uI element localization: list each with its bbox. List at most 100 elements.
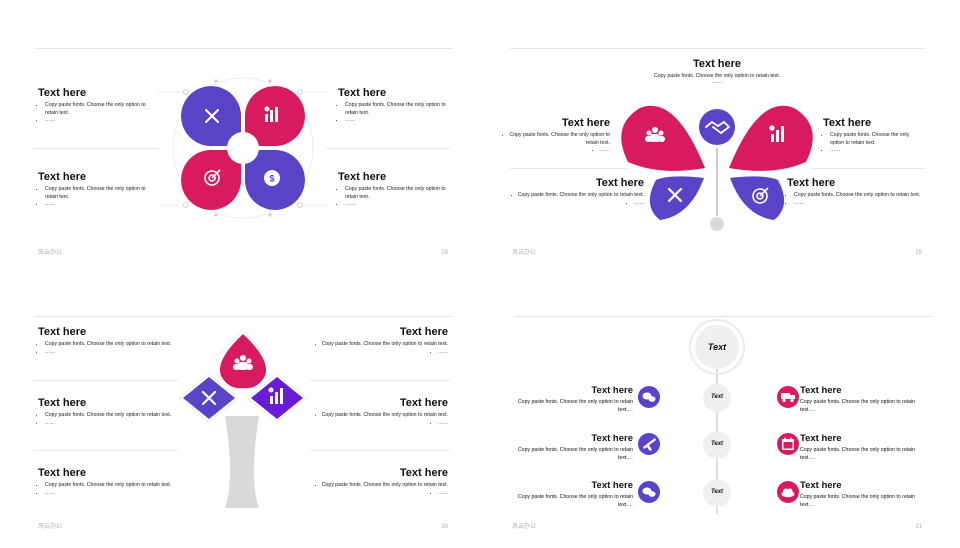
text-block: Text here Copy paste fonts. Choose the o…: [510, 385, 633, 414]
text-block: Text here Copy paste fonts. Choose the o…: [800, 480, 926, 509]
calendar-icon: [782, 437, 794, 450]
wing-top-right: [729, 105, 813, 171]
team-icon: [645, 127, 665, 142]
page-number: 31: [915, 524, 922, 530]
chat-icon: [642, 487, 656, 497]
block-title: Text here: [38, 87, 87, 99]
block-more: ……: [498, 200, 644, 208]
block-title: Text here: [823, 117, 872, 129]
block-more: ……: [45, 349, 178, 357]
block-body: Copy paste fonts. Choose the only option…: [517, 494, 633, 508]
subtitle-more: ……: [711, 79, 723, 85]
footer-brand: 风云办公: [38, 524, 63, 530]
block-more: ……: [45, 490, 178, 498]
block-title: Text here: [595, 177, 644, 189]
plane-icon: [643, 438, 656, 451]
block-body: Copy paste fonts. Choose the only option…: [45, 412, 178, 420]
block-body: Copy paste fonts. Choose the only option…: [308, 482, 448, 490]
separator: [34, 450, 178, 451]
timeline-spine: [689, 319, 745, 514]
block-more: ……: [308, 420, 448, 428]
timeline-node-label: Text: [710, 394, 724, 400]
svg-text:$: $: [269, 174, 274, 184]
footer-brand: 风云办公: [38, 250, 63, 256]
block-body: Copy paste fonts. Choose the only option…: [498, 192, 644, 200]
slide-30: Text here Copy paste fonts. Choose the o…: [0, 274, 480, 548]
target-icon: [752, 187, 769, 204]
block-title: Text here: [787, 177, 836, 189]
text-block: Text here Copy paste fonts. Choose the o…: [498, 117, 610, 155]
timeline-node-label: Text: [710, 489, 724, 495]
footer-brand: 风云办公: [512, 524, 537, 530]
center-label: Text: [707, 342, 727, 352]
block-body: Copy paste fonts. Choose the only option…: [45, 341, 178, 349]
drop-top: [219, 334, 267, 389]
chart-growth-icon: [769, 125, 784, 142]
block-body: Copy paste fonts. Choose the only option…: [800, 399, 916, 413]
page-subtitle: Copy paste fonts. Choose the only option…: [653, 73, 781, 79]
block-body: Copy paste fonts. Choose the only option…: [308, 341, 448, 349]
top-rule: [514, 316, 932, 317]
text-block: Text here Copy paste fonts. Choose the o…: [510, 433, 633, 462]
petal-bottom-left: [181, 149, 242, 210]
separator: [310, 380, 450, 381]
text-block: Text here Copy paste fonts. Choose the o…: [823, 117, 923, 155]
slide-28: Text here Copy paste fonts. Choose the o…: [0, 0, 480, 274]
block-more: ……: [308, 349, 448, 357]
page-number: 30: [441, 524, 448, 530]
block-body: Copy paste fonts. Choose the only option…: [794, 192, 923, 200]
butterfly-diagram: [621, 105, 813, 231]
block-title: Text here: [591, 385, 633, 396]
block-more: ……: [498, 147, 610, 155]
block-more: ……: [45, 117, 150, 125]
chat-icon: [642, 392, 656, 402]
block-title: Text here: [338, 171, 387, 183]
cloud-icon: [781, 488, 795, 498]
block-title: Text here: [591, 480, 633, 491]
text-block: Text here Copy paste fonts. Choose the o…: [338, 87, 450, 125]
block-body: Copy paste fonts. Choose the only option…: [45, 102, 150, 117]
text-block: Text here Copy paste fonts. Choose the o…: [38, 87, 150, 125]
block-title: Text here: [38, 171, 87, 183]
target-icon: [204, 169, 221, 186]
petal-top-right: [244, 86, 305, 147]
text-block: Text here Copy paste fonts. Choose the o…: [308, 467, 448, 497]
chart-growth-icon: [268, 387, 283, 404]
block-title: Text here: [399, 326, 448, 338]
tools-icon: [205, 109, 219, 123]
block-body: Copy paste fonts. Choose the only option…: [345, 102, 450, 117]
text-block: Text here Copy paste fonts. Choose the o…: [787, 177, 923, 207]
block-title: Text here: [591, 433, 633, 444]
block-title: Text here: [561, 117, 610, 129]
four-petal-diagram: $: [158, 77, 328, 219]
block-body: Copy paste fonts. Choose the only option…: [308, 412, 448, 420]
top-rule: [510, 48, 926, 49]
block-title: Text here: [399, 397, 448, 409]
header: Text here Copy paste fonts. Choose the o…: [480, 58, 954, 85]
right-icon-column: [777, 386, 799, 503]
separator: [510, 168, 630, 169]
text-block: Text here Copy paste fonts. Choose the o…: [38, 326, 178, 356]
block-title: Text here: [800, 433, 842, 444]
block-title: Text here: [338, 87, 387, 99]
tools-icon: [667, 187, 683, 203]
page-title: Text here: [692, 58, 742, 70]
separator: [810, 168, 926, 169]
chart-growth-icon: [264, 106, 278, 122]
text-block: Text here Copy paste fonts. Choose the o…: [38, 397, 178, 427]
block-body: Copy paste fonts. Choose the only option…: [498, 132, 610, 147]
team-icon: [233, 355, 253, 370]
text-block: Text here Copy paste fonts. Choose the o…: [510, 480, 633, 509]
block-title: Text here: [38, 397, 87, 409]
text-block: Text here Copy paste fonts. Choose the o…: [38, 171, 150, 209]
block-title: Text here: [38, 326, 87, 338]
top-rule: [34, 48, 452, 49]
block-more: ……: [345, 117, 450, 125]
block-more: ……: [308, 490, 448, 498]
block-body: Copy paste fonts. Choose the only option…: [517, 447, 633, 461]
text-block: Text here Copy paste fonts. Choose the o…: [308, 326, 448, 356]
text-block: Text here Copy paste fonts. Choose the o…: [498, 177, 644, 207]
block-title: Text here: [38, 467, 87, 479]
block-more: ……: [45, 420, 178, 428]
block-body: Copy paste fonts. Choose the only option…: [800, 494, 916, 508]
